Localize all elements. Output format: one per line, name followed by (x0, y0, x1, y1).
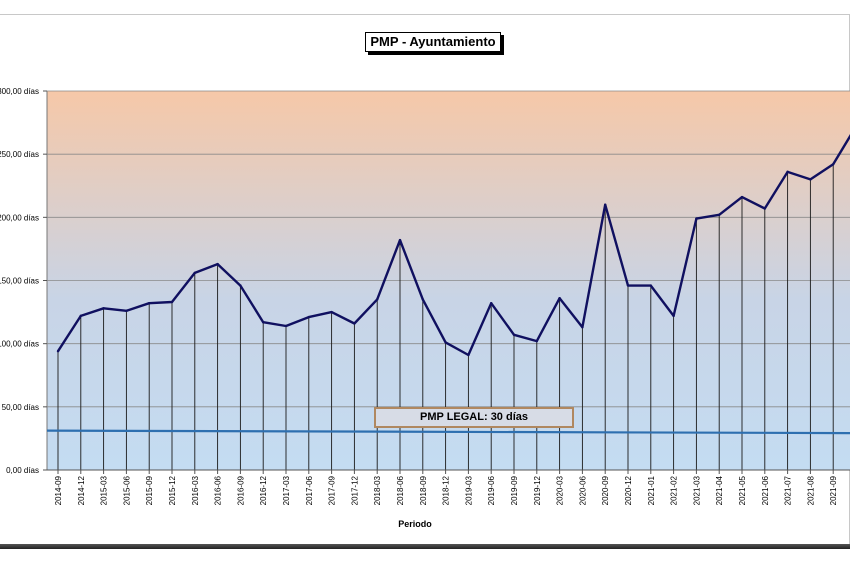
y-tick-label: 250,00 días (0, 150, 39, 159)
x-tick-label: 2015-06 (122, 475, 131, 505)
data-point (125, 309, 128, 313)
x-tick-label: 2014-12 (77, 475, 86, 505)
x-axis-label: Periodo (398, 519, 432, 529)
data-point (56, 350, 60, 353)
data-point (581, 326, 584, 329)
x-tick-label: 2017-03 (282, 475, 291, 505)
x-tick-label: 2020-09 (601, 475, 610, 505)
x-tick-label: 2021-09 (829, 475, 838, 505)
bottom-border (0, 544, 850, 549)
x-tick-label: 2021-08 (806, 475, 815, 505)
data-point (193, 271, 196, 275)
data-point (649, 284, 652, 287)
data-point (262, 320, 265, 324)
data-point (284, 324, 288, 328)
x-tick-label: 2016-09 (236, 475, 245, 505)
x-tick-label: 2017-12 (350, 475, 359, 505)
y-tick-label: 50,00 días (2, 403, 39, 412)
data-point (79, 314, 83, 318)
data-point (216, 262, 219, 266)
pmp-series-line (56, 134, 850, 357)
data-point (490, 302, 493, 305)
x-tick-label: 2020-03 (556, 475, 565, 505)
data-point (330, 310, 333, 314)
legal-reference-line (46, 429, 850, 435)
data-point (170, 300, 174, 304)
data-point (832, 163, 835, 166)
data-point (239, 284, 242, 287)
x-tick-label: 2015-09 (145, 475, 154, 505)
x-tick-label: 2021-03 (692, 475, 701, 505)
data-point (740, 195, 744, 199)
top-divider (0, 14, 850, 15)
x-tick-label: 2021-06 (761, 475, 770, 505)
data-point (695, 217, 698, 220)
data-point (376, 298, 379, 301)
data-point (809, 178, 812, 181)
x-tick-label: 2020-12 (624, 475, 633, 505)
data-point (786, 170, 789, 174)
x-tick-label: 2015-03 (100, 475, 109, 505)
x-tick-label: 2021-01 (647, 475, 656, 505)
x-tick-label: 2021-05 (738, 475, 747, 505)
x-tick-label: 2017-09 (328, 475, 337, 505)
chart-title: PMP - Ayuntamiento (365, 32, 501, 52)
data-point (398, 238, 402, 242)
x-tick-label: 2016-12 (259, 475, 268, 505)
y-tick-label: 200,00 días (0, 213, 39, 222)
data-point (626, 284, 630, 287)
x-tick-label: 2018-09 (419, 475, 428, 505)
x-tick-label: 2018-03 (373, 475, 382, 505)
y-tick-label: 300,00 días (0, 87, 39, 96)
data-point (353, 322, 356, 325)
data-point (421, 298, 424, 301)
x-tick-label: 2015-12 (168, 475, 177, 505)
data-point (148, 302, 151, 305)
data-point (307, 315, 310, 319)
x-tick-label: 2021-04 (715, 475, 724, 505)
x-tick-label: 2021-07 (784, 475, 793, 505)
data-point (512, 333, 516, 337)
x-tick-label: 2016-03 (191, 475, 200, 505)
x-tick-label: 2020-06 (578, 475, 587, 505)
x-tick-label: 2017-06 (305, 475, 314, 505)
x-tick-label: 2016-06 (214, 475, 223, 505)
data-point (718, 213, 721, 217)
data-point (672, 314, 675, 318)
x-tick-label: 2018-06 (396, 475, 405, 505)
data-point (604, 203, 607, 206)
data-point (444, 341, 447, 344)
x-tick-label: 2019-12 (533, 475, 542, 505)
data-point (558, 296, 561, 300)
legal-reference-label: PMP LEGAL: 30 días (374, 407, 574, 428)
x-tick-label: 2018-12 (442, 475, 451, 505)
data-point (102, 307, 105, 310)
y-tick-label: 150,00 días (0, 277, 39, 286)
x-tick-label: 2014-09 (54, 475, 63, 505)
x-tick-label: 2021-02 (670, 475, 679, 505)
data-point (535, 339, 538, 343)
x-tick-label: 2019-03 (464, 475, 473, 505)
x-tick-label: 2019-06 (487, 475, 496, 505)
data-point (467, 353, 470, 357)
data-point (763, 207, 766, 210)
y-tick-label: 0,00 días (6, 466, 39, 475)
x-tick-label: 2019-09 (510, 475, 519, 505)
y-tick-label: 100,00 días (0, 340, 39, 349)
